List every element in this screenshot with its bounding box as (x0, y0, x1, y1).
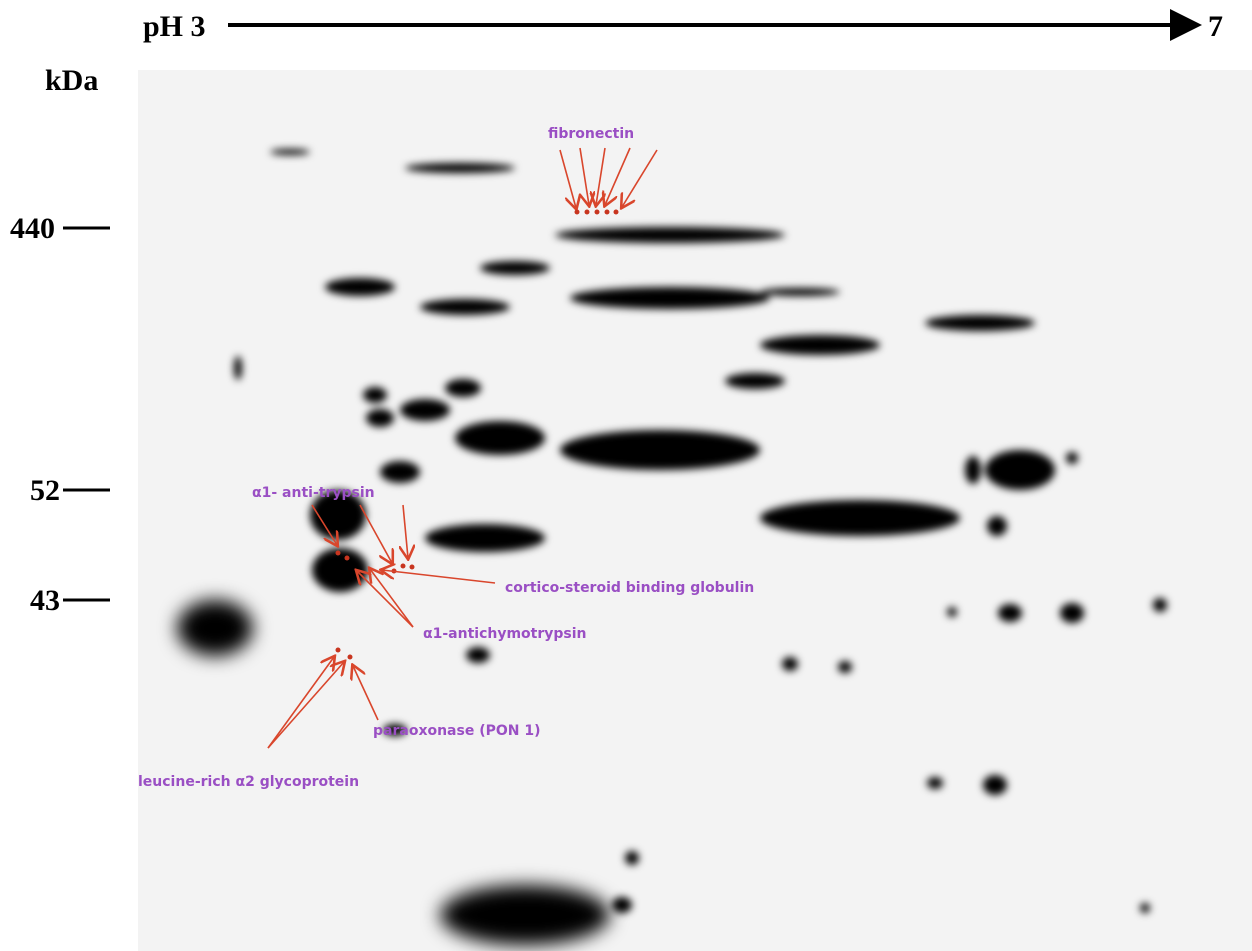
unit-label: kDa (45, 64, 98, 97)
marker-label: 52 (30, 474, 60, 507)
annotation: paraoxonase (PON 1) (373, 723, 541, 739)
gel (138, 70, 1252, 951)
ph-start: pH 3 (143, 10, 206, 43)
marker-label: 440 (10, 212, 55, 245)
annotation: α1- anti-trypsin (252, 485, 375, 501)
figure: pH 3 7 kDa 440 52 43 (0, 0, 1252, 951)
annotation: cortico-steroid binding globulin (505, 580, 754, 596)
annotation: fibronectin (548, 126, 634, 142)
ph-end: 7 (1208, 10, 1223, 43)
marker-label: 43 (30, 584, 60, 617)
annotation: leucine-rich α2 glycoprotein (138, 774, 359, 790)
annotation: α1-antichymotrypsin (423, 626, 587, 642)
